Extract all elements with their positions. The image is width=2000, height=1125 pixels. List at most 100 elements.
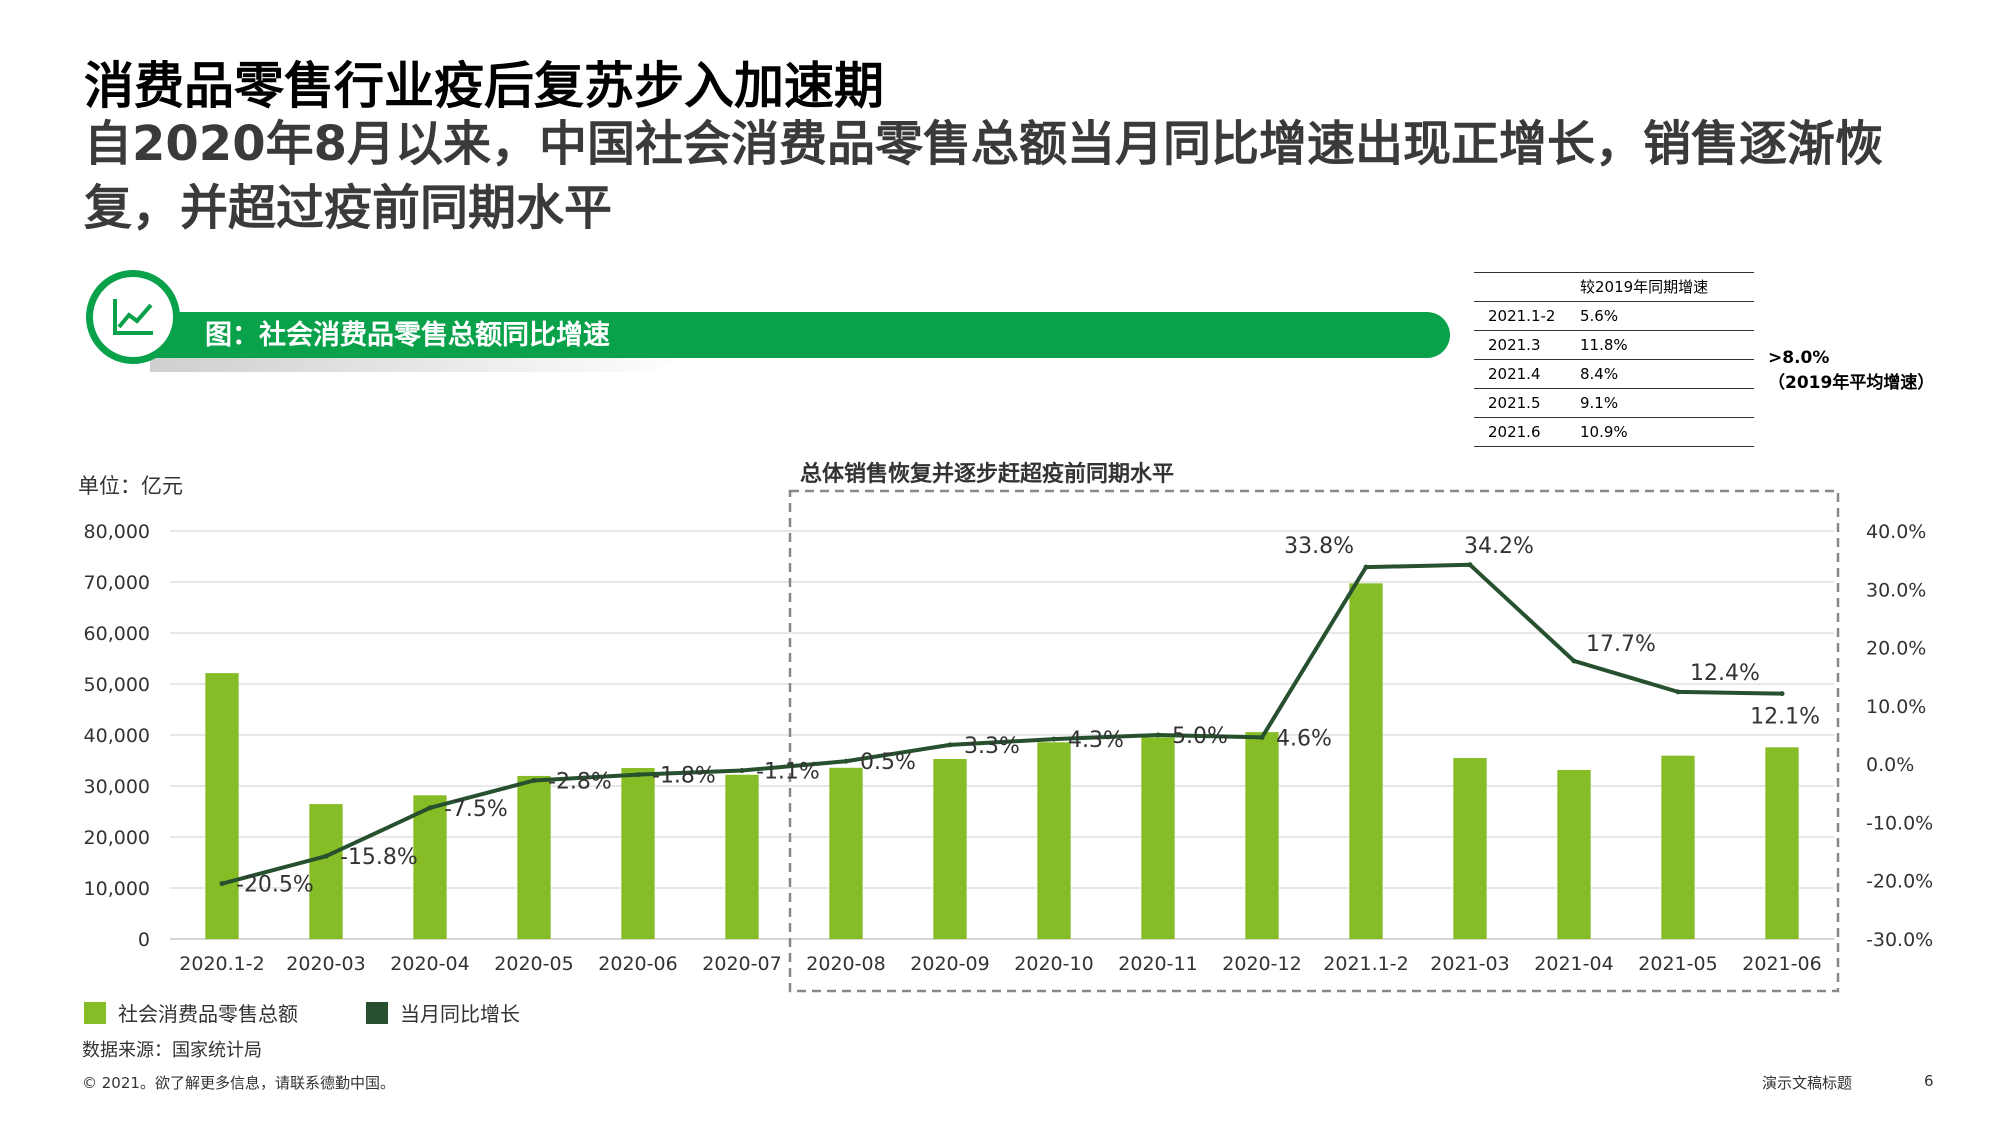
- bar-2021-06: [1765, 747, 1799, 939]
- y-right-tick-label: 0.0%: [1866, 754, 1914, 776]
- x-tick-label: 2020-03: [286, 953, 365, 975]
- growth-data-label: -20.5%: [236, 873, 314, 898]
- growth-point-2020-06: [635, 772, 641, 778]
- highlight-box-label: 总体销售恢复并逐步赶超疫前同期水平: [800, 462, 1175, 487]
- growth-point-2021-03: [1467, 562, 1473, 568]
- growth-data-label: -2.8%: [548, 769, 612, 794]
- growth-data-label: -1.8%: [652, 764, 716, 789]
- y-right-tick-label: 20.0%: [1866, 638, 1926, 660]
- table-row: 2021.4 8.4%: [1474, 360, 1754, 389]
- line-chart-icon: [86, 270, 180, 364]
- growth-cell: 9.1%: [1580, 394, 1619, 412]
- growth-data-label: -1.1%: [756, 760, 820, 785]
- growth-point-2021-04: [1571, 658, 1577, 664]
- y-left-tick-label: 60,000: [84, 623, 150, 645]
- period-cell: 2021.6: [1488, 423, 1541, 441]
- bar-2021-03: [1453, 758, 1487, 939]
- unit-label: 单位：亿元: [78, 474, 183, 498]
- bar-2020-12: [1245, 732, 1279, 939]
- bar-2021.1-2: [1349, 583, 1383, 939]
- bar-2021-04: [1557, 769, 1591, 939]
- growth-point-2020.1-2: [219, 881, 225, 887]
- x-tick-label: 2020-05: [494, 953, 573, 975]
- x-tick-label: 2020-04: [390, 953, 469, 975]
- x-tick-label: 2020-11: [1118, 953, 1197, 975]
- x-tick-label: 2020-10: [1014, 953, 1093, 975]
- y-right-tick-label: 30.0%: [1866, 579, 1926, 601]
- figure-banner: [150, 312, 1450, 358]
- growth-data-label: 4.6%: [1276, 726, 1332, 751]
- comparison-header-label: 较2019年同期增速: [1580, 278, 1709, 296]
- growth-data-label: -15.8%: [340, 845, 418, 870]
- growth-data-label: 5.0%: [1172, 724, 1228, 749]
- footer-title: 演示文稿标题: [1762, 1074, 1853, 1092]
- bar-2020-08: [829, 767, 863, 939]
- growth-point-2020-11: [1155, 732, 1161, 738]
- page-number: 6: [1924, 1072, 1934, 1090]
- y-left-tick-label: 30,000: [84, 776, 150, 798]
- period-cell: 2021.4: [1488, 365, 1541, 383]
- growth-point-2021-06: [1779, 691, 1785, 697]
- legend-swatch-line: [366, 1001, 388, 1024]
- growth-point-2020-12: [1259, 734, 1265, 740]
- bar-2020-09: [933, 758, 967, 939]
- period-cell: 2021.1-2: [1488, 307, 1556, 325]
- growth-point-2020-07: [739, 768, 745, 774]
- y-right-tick-label: 10.0%: [1866, 696, 1926, 718]
- period-cell: 2021.3: [1488, 336, 1541, 354]
- x-tick-label: 2021.1-2: [1323, 953, 1408, 975]
- benchmark-caption: （2019年平均增速）: [1768, 373, 1935, 393]
- x-tick-label: 2021-05: [1638, 953, 1717, 975]
- growth-point-2020-08: [843, 758, 849, 764]
- bar-2020-03: [309, 804, 343, 939]
- slide-title: 消费品零售行业疫后复苏步入加速期: [84, 57, 884, 115]
- x-tick-label: 2021-04: [1534, 953, 1613, 975]
- y-left-tick-label: 20,000: [84, 827, 150, 849]
- y-left-tick-label: 0: [138, 929, 150, 951]
- x-tick-label: 2020-12: [1222, 953, 1301, 975]
- growth-data-label: 12.1%: [1750, 705, 1820, 730]
- legend-label-line: 当月同比增长: [400, 1002, 520, 1026]
- x-tick-label: 2021-03: [1430, 953, 1509, 975]
- growth-cell: 8.4%: [1580, 365, 1619, 383]
- x-tick-label: 2021-06: [1742, 953, 1821, 975]
- bar-2020-11: [1141, 737, 1175, 939]
- x-tick-label: 2020-06: [598, 953, 677, 975]
- table-row: 2021.3 11.8%: [1474, 331, 1754, 360]
- growth-data-label: 3.3%: [964, 734, 1020, 759]
- y-right-tick-label: -20.0%: [1866, 871, 1933, 893]
- benchmark-note: >8.0% （2019年平均增速）: [1768, 346, 1934, 396]
- growth-point-2020-03: [323, 853, 329, 859]
- x-tick-label: 2020-08: [806, 953, 885, 975]
- bar-2020.1-2: [205, 673, 239, 939]
- copyright: © 2021。欲了解更多信息，请联系德勤中国。: [82, 1074, 395, 1092]
- legend-label-bar: 社会消费品零售总额: [118, 1002, 298, 1026]
- banner-shadow: [150, 358, 690, 372]
- growth-data-label: 0.5%: [860, 750, 916, 775]
- x-tick-label: 2020-07: [702, 953, 781, 975]
- growth-point-2020-09: [947, 742, 953, 748]
- table-row: 2021.1-2 5.6%: [1474, 302, 1754, 331]
- slide-subtitle: 自2020年8月以来，中国社会消费品零售总额当月同比增速出现正增长，销售逐渐恢复…: [84, 116, 1883, 236]
- growth-point-2020-05: [531, 777, 537, 783]
- growth-point-2021-05: [1675, 689, 1681, 695]
- period-cell: 2021.5: [1488, 394, 1541, 412]
- y-left-tick-label: 40,000: [84, 725, 150, 747]
- bar-2020-05: [517, 775, 551, 939]
- y-left-tick-label: 80,000: [84, 521, 150, 543]
- bar-2020-10: [1037, 742, 1071, 939]
- y-left-tick-label: 70,000: [84, 572, 150, 594]
- benchmark-value: >8.0%: [1768, 348, 1830, 368]
- growth-cell: 10.9%: [1580, 423, 1628, 441]
- table-row: 2021.5 9.1%: [1474, 389, 1754, 418]
- table-row: 2021.6 10.9%: [1474, 418, 1754, 447]
- growth-line: [221, 562, 1783, 886]
- comparison-table: 较2019年同期增速 2021.1-2 5.6% 2021.3 11.8% 20…: [1474, 272, 1754, 447]
- y-left-tick-label: 10,000: [84, 878, 150, 900]
- figure-banner-title: 图：社会消费品零售总额同比增速: [205, 320, 610, 351]
- legend-item-line: 当月同比增长: [366, 998, 520, 1027]
- growth-data-label: 34.2%: [1464, 534, 1534, 559]
- bar-2020-07: [725, 774, 759, 939]
- highlight-box: [788, 489, 1840, 993]
